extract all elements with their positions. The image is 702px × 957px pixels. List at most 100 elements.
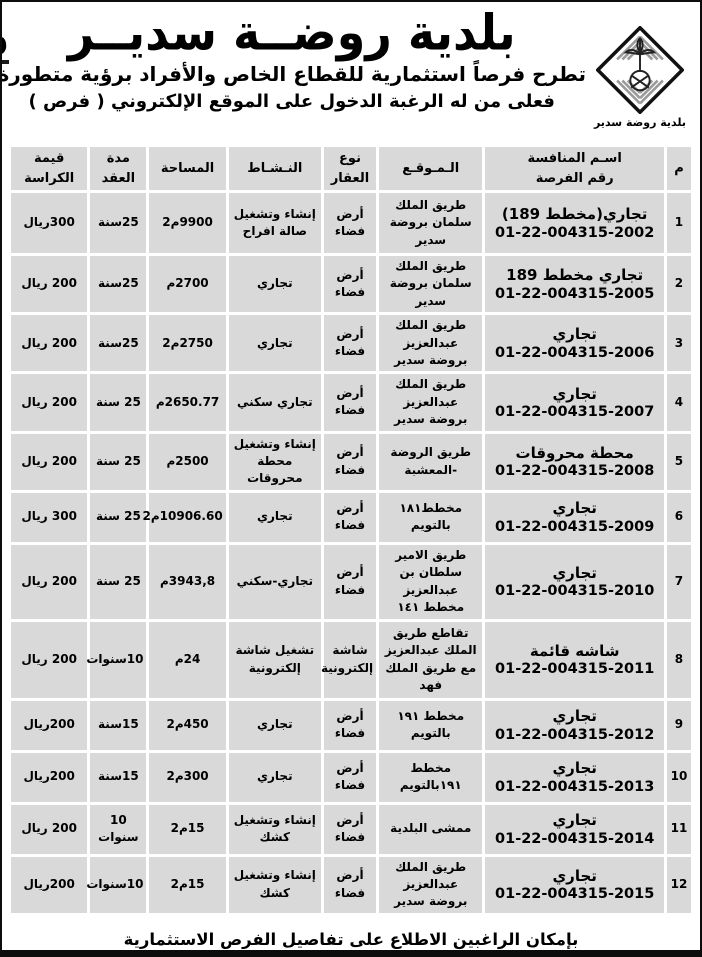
cell-area: 9900م2	[149, 193, 226, 253]
cell-row-number: 5	[666, 433, 691, 490]
opportunity-code: 01-22-004315-2011	[495, 661, 655, 678]
opportunity-code: 01-22-004315-2006	[495, 344, 655, 361]
cell-fee: 200ريال	[11, 856, 88, 913]
ad-title: بلدية روضــة سديــر	[67, 2, 517, 62]
cell-area: 15م2	[149, 856, 226, 913]
col-header-no: م	[666, 147, 691, 190]
cell-duration: 25 سنة	[90, 433, 147, 490]
cell-activity: تجاري	[228, 256, 321, 313]
opportunities-table: م اسـم المنافسة رقم الفرصة الـمـوقـع نوع…	[8, 144, 694, 916]
cell-activity: إنشاء وتشغيل كشك	[228, 804, 321, 854]
cell-location: مخطط ١٩١ بالتويم	[379, 700, 483, 750]
cell-row-number: 12	[666, 856, 691, 913]
ad-header: بلدية روضة سدير بلدية روضــة سديــر تطرح…	[2, 6, 694, 144]
table-row: 4 تجاري 01-22-004315-2007 طريق الملك عبد…	[11, 374, 691, 431]
table-row: 5 محطة محروقات 01-22-004315-2008 طريق ال…	[11, 433, 691, 490]
opportunity-code: 01-22-004315-2005	[495, 285, 655, 302]
cell-competition-name: تجاري 01-22-004315-2010	[485, 544, 664, 619]
cell-competition-name: تجاري 01-22-004315-2013	[485, 752, 664, 802]
table-body: 1 تجاري(مخطط 189) 01-22-004315-2002 طريق…	[11, 193, 691, 913]
table-row: 7 تجاري 01-22-004315-2010 طريق الامير سل…	[11, 544, 691, 619]
cell-activity: تجاري سكني	[228, 374, 321, 431]
cell-location: طريق الملك عبدالعزيز بروضة سدير	[379, 856, 483, 913]
cell-location: طريق الروضة -المعشبة	[379, 433, 483, 490]
cell-competition-name: تجاري 01-22-004315-2014	[485, 804, 664, 854]
cell-competition-name: تجاري 01-22-004315-2009	[485, 492, 664, 542]
cell-competition-name: محطة محروقات 01-22-004315-2008	[485, 433, 664, 490]
cell-activity: تجاري	[228, 315, 321, 372]
cell-competition-name: تجاري مخطط 189 01-22-004315-2005	[485, 256, 664, 313]
cell-fee: 200 ريال	[11, 256, 88, 313]
cell-row-number: 2	[666, 256, 691, 313]
table-header-row: م اسـم المنافسة رقم الفرصة الـمـوقـع نوع…	[11, 147, 691, 190]
cell-row-number: 3	[666, 315, 691, 372]
opportunity-code: 01-22-004315-2009	[495, 518, 655, 535]
cell-area: 24م	[149, 621, 226, 698]
opportunity-code: 01-22-004315-2010	[495, 583, 655, 600]
cell-property-type: أرض فضاء	[323, 193, 377, 253]
cell-competition-name: شاشه قائمة 01-22-004315-2011	[485, 621, 664, 698]
cell-property-type: أرض فضاء	[323, 856, 377, 913]
cell-property-type: شاشة إلكترونية	[321, 621, 377, 698]
cell-location: طريق الامير سلطان بن عبدالعزيز مخطط ١٤١	[379, 544, 483, 619]
opportunity-code: 01-22-004315-2007	[495, 403, 655, 420]
furas-wordmark: فرص	[2, 23, 10, 64]
table-row: 10 تجاري 01-22-004315-2013 مخطط ١٩١بالتو…	[11, 752, 691, 802]
opportunity-code: 01-22-004315-2015	[495, 886, 655, 903]
table-row: 3 تجاري 01-22-004315-2006 طريق الملك عبد…	[11, 315, 691, 372]
ad-subtitle-1: تطرح فرصاً استثمارية للقطاع الخاص والأفر…	[0, 62, 586, 87]
opportunity-code: 01-22-004315-2013	[495, 778, 655, 795]
cell-duration: 25 سنة	[90, 374, 147, 431]
col-header-duration: مدة العقد	[90, 147, 147, 190]
col-header-location: الـمـوقـع	[379, 147, 483, 190]
header-titles: بلدية روضــة سديــر تطرح فرصاً استثمارية…	[0, 2, 586, 144]
cell-activity: إنشاء وتشغيل كشك	[228, 856, 321, 913]
cell-location: مخطط١٨١ بالتويم	[379, 492, 483, 542]
municipality-logo-caption: بلدية روضة سدير	[593, 115, 687, 129]
col-header-property-type: نوع العقار	[323, 147, 377, 190]
cell-property-type: أرض فضاء	[323, 700, 377, 750]
cell-duration: 25سنة	[90, 315, 147, 372]
cell-location: ممشى البلدية	[379, 804, 483, 854]
cell-fee: 200 ريال	[11, 315, 88, 372]
cell-duration: 15سنة	[90, 700, 147, 750]
cell-area: 2750م2	[149, 315, 226, 372]
cell-area: 15م2	[149, 804, 226, 854]
cell-row-number: 11	[666, 804, 691, 854]
cell-location: مخطط ١٩١بالتويم	[379, 752, 483, 802]
cell-location: طريق الملك عبدالعزيز بروضة سدير	[379, 374, 483, 431]
cell-property-type: أرض فضاء	[323, 315, 377, 372]
col-header-name: اسـم المنافسة رقم الفرصة	[485, 147, 664, 190]
col-header-activity: النـشـاط	[228, 147, 321, 190]
cell-competition-name: تجاري 01-22-004315-2006	[485, 315, 664, 372]
cell-area: 450م2	[149, 700, 226, 750]
cell-duration: 10سنوات	[86, 856, 147, 913]
cell-location: طريق الملك سلمان بروضة سدير	[379, 256, 483, 313]
cell-duration: 25 سنة	[90, 544, 147, 619]
opportunity-code: 01-22-004315-2008	[495, 463, 655, 480]
cell-duration: 25سنة	[90, 193, 147, 253]
cell-property-type: أرض فضاء	[323, 752, 377, 802]
cell-row-number: 7	[666, 544, 691, 619]
cell-activity: إنشاء وتشغيل صالة افراح	[228, 193, 321, 253]
cell-row-number: 1	[666, 193, 691, 253]
cell-fee: 300 ريال	[11, 492, 88, 542]
cell-property-type: أرض فضاء	[323, 433, 377, 490]
cell-row-number: 8	[666, 621, 691, 698]
table-row: 12 تجاري 01-22-004315-2015 طريق الملك عب…	[11, 856, 691, 913]
cell-property-type: أرض فضاء	[323, 256, 377, 313]
cell-duration: 25سنة	[90, 256, 147, 313]
cell-row-number: 9	[666, 700, 691, 750]
cell-fee: 200 ريال	[11, 433, 88, 490]
palm-and-swords-emblem-icon	[596, 25, 684, 114]
table-row: 1 تجاري(مخطط 189) 01-22-004315-2002 طريق…	[11, 193, 691, 253]
ad-footer: بإمكان الراغبين الاطلاع على تفاصيل الفرص…	[8, 916, 694, 950]
cell-competition-name: تجاري 01-22-004315-2015	[485, 856, 664, 913]
cell-fee: 200 ريال	[11, 804, 88, 854]
cell-area: 3943,8م	[149, 544, 226, 619]
cell-duration: 10 سنوات	[90, 804, 147, 854]
cell-fee: 200 ريال	[11, 544, 88, 619]
cell-activity: تجاري	[228, 492, 321, 542]
cell-fee: 200ريال	[11, 752, 88, 802]
